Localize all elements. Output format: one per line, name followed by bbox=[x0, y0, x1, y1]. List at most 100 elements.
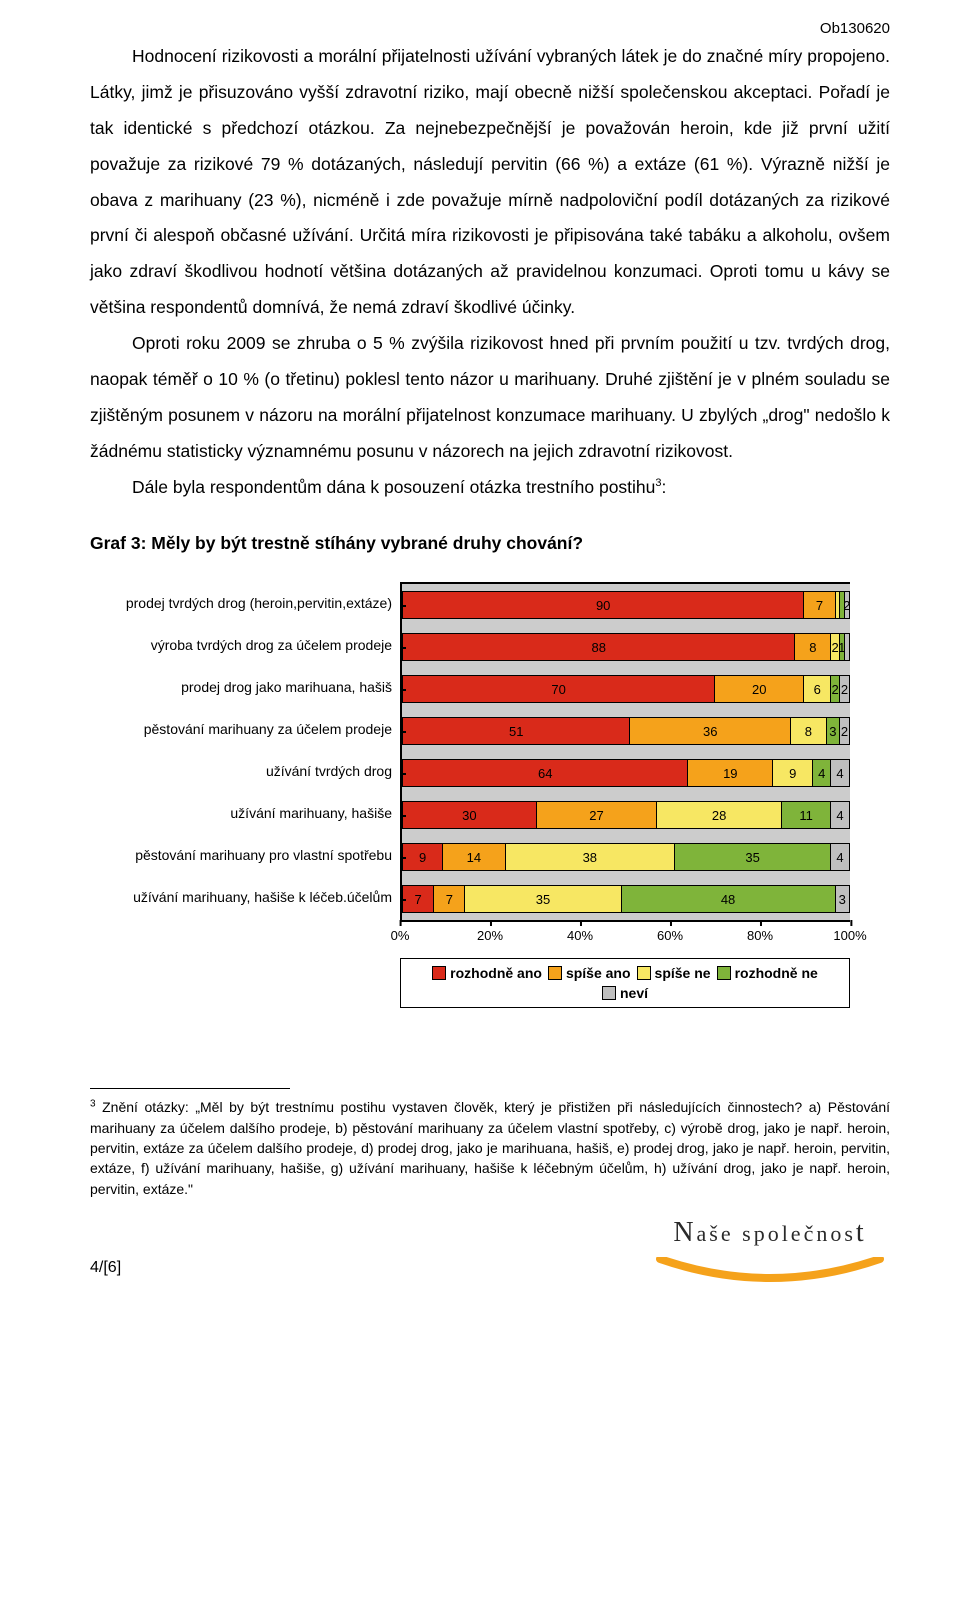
chart-segment bbox=[845, 634, 849, 660]
legend-label: neví bbox=[620, 985, 648, 1001]
chart-segment: 11 bbox=[782, 802, 831, 828]
chart-segment: 36 bbox=[630, 718, 791, 744]
chart-segment: 28 bbox=[657, 802, 782, 828]
chart-segment: 20 bbox=[715, 676, 804, 702]
chart-segment: 8 bbox=[795, 634, 831, 660]
chart-x-axis: 0%20%40%60%80%100% bbox=[400, 922, 850, 948]
chart-bar: 7020622 bbox=[402, 675, 850, 703]
chart-category-label: prodej drog jako marihuana, hašiš bbox=[90, 666, 392, 708]
chart-segment: 64 bbox=[403, 760, 688, 786]
chart-title: Graf 3: Měly by být trestně stíhány vybr… bbox=[90, 533, 890, 554]
document-id: Ob130620 bbox=[90, 20, 890, 37]
chart-x-tick: 100% bbox=[833, 928, 866, 943]
paragraph-1: Hodnocení rizikovosti a morální přijatel… bbox=[90, 39, 890, 326]
chart-segment: 30 bbox=[403, 802, 537, 828]
chart-segment: 2 bbox=[845, 592, 849, 618]
chart-segment: 9 bbox=[773, 760, 813, 786]
chart-bar: 91438354 bbox=[402, 843, 850, 871]
chart-legend: rozhodně ano spíše ano spíše ne rozhodně ne… bbox=[400, 958, 850, 1008]
chart-x-tick: 0% bbox=[391, 928, 410, 943]
legend-swatch bbox=[602, 986, 616, 1000]
chart-bar: 7735483 bbox=[402, 885, 850, 913]
page-footer: 4/[6] Naše společnost bbox=[90, 1217, 890, 1277]
chart-segment: 7 bbox=[434, 886, 465, 912]
chart-bar: 5136832 bbox=[402, 717, 850, 745]
chart-segment: 3 bbox=[827, 718, 840, 744]
chart-bar-row: 5136832 bbox=[402, 710, 850, 752]
legend-swatch bbox=[432, 966, 446, 980]
footnote-separator bbox=[90, 1088, 290, 1089]
chart-x-tick: 80% bbox=[747, 928, 773, 943]
legend-item: rozhodně ne bbox=[717, 965, 818, 981]
chart-segment: 4 bbox=[831, 760, 849, 786]
chart-segment: 4 bbox=[831, 802, 849, 828]
chart-segment: 2 bbox=[840, 718, 849, 744]
chart-y-labels: prodej tvrdých drog (heroin,pervitin,ext… bbox=[90, 582, 400, 922]
chart-segment: 6 bbox=[804, 676, 831, 702]
legend-label: spíše ne bbox=[655, 965, 711, 981]
chart-bar-row: 7020622 bbox=[402, 668, 850, 710]
chart-category-label: užívání tvrdých drog bbox=[90, 750, 392, 792]
footnote-body: Znění otázky: „Měl by být trestnímu post… bbox=[90, 1099, 890, 1196]
chart-segment: 2 bbox=[831, 676, 840, 702]
legend-item: neví bbox=[602, 985, 648, 1001]
chart-segment: 51 bbox=[403, 718, 630, 744]
chart-segment: 35 bbox=[675, 844, 831, 870]
chart-bar: 9072 bbox=[402, 591, 850, 619]
chart-segment: 8 bbox=[791, 718, 827, 744]
chart-segment: 70 bbox=[403, 676, 715, 702]
legend-label: spíše ano bbox=[566, 965, 631, 981]
chart-segment: 2 bbox=[840, 676, 849, 702]
chart-segment: 2 bbox=[831, 634, 840, 660]
chart-bar: 88821 bbox=[402, 633, 850, 661]
chart-bar-row: 9072 bbox=[402, 584, 850, 626]
chart-category-label: užívání marihuany, hašiše k léčeb.účelům bbox=[90, 876, 392, 918]
logo-text: Naše společnost bbox=[650, 1217, 890, 1249]
page-number: 4/[6] bbox=[90, 1259, 121, 1277]
legend-label: rozhodně ne bbox=[735, 965, 818, 981]
chart-category-label: pěstování marihuany za účelem prodeje bbox=[90, 708, 392, 750]
paragraph-2: Oproti roku 2009 se zhruba o 5 % zvýšila… bbox=[90, 326, 890, 470]
chart-segment: 48 bbox=[622, 886, 836, 912]
legend-label: rozhodně ano bbox=[450, 965, 542, 981]
logo-arc-icon bbox=[650, 1257, 890, 1285]
paragraph-3: Dále byla respondentům dána k posouzení … bbox=[90, 470, 890, 506]
logo-cap-n: N bbox=[673, 1217, 696, 1248]
chart-bar: 302728114 bbox=[402, 801, 850, 829]
chart-x-tick: 60% bbox=[657, 928, 683, 943]
legend-swatch bbox=[548, 966, 562, 980]
chart-bar-row: 88821 bbox=[402, 626, 850, 668]
legend-item: spíše ano bbox=[548, 965, 631, 981]
footnote-text: 3 Znění otázky: „Měl by být trestnímu po… bbox=[90, 1097, 890, 1198]
chart-segment: 4 bbox=[831, 844, 849, 870]
chart-segment: 9 bbox=[403, 844, 443, 870]
chart-segment: 88 bbox=[403, 634, 795, 660]
chart-segment: 27 bbox=[537, 802, 657, 828]
chart: prodej tvrdých drog (heroin,pervitin,ext… bbox=[90, 582, 890, 922]
chart-bar-row: 91438354 bbox=[402, 836, 850, 878]
chart-segment: 7 bbox=[804, 592, 835, 618]
legend-item: spíše ne bbox=[637, 965, 711, 981]
chart-plot-area: 9072888217020622513683264199443027281149… bbox=[400, 582, 850, 922]
chart-category-label: výroba tvrdých drog za účelem prodeje bbox=[90, 624, 392, 666]
chart-bar-row: 302728114 bbox=[402, 794, 850, 836]
p3-post: : bbox=[662, 477, 667, 497]
chart-segment: 38 bbox=[506, 844, 675, 870]
logo: Naše společnost bbox=[650, 1217, 890, 1277]
chart-x-tick: 20% bbox=[477, 928, 503, 943]
chart-bar-row: 7735483 bbox=[402, 878, 850, 920]
chart-bar-row: 6419944 bbox=[402, 752, 850, 794]
chart-x-tick: 40% bbox=[567, 928, 593, 943]
logo-cap-t: t bbox=[856, 1217, 867, 1248]
chart-category-label: pěstování marihuany pro vlastní spotřebu bbox=[90, 834, 392, 876]
legend-item: rozhodně ano bbox=[432, 965, 542, 981]
p3-pre: Dále byla respondentům dána k posouzení … bbox=[132, 477, 655, 497]
legend-swatch bbox=[637, 966, 651, 980]
chart-segment: 90 bbox=[403, 592, 804, 618]
chart-segment: 14 bbox=[443, 844, 505, 870]
legend-swatch bbox=[717, 966, 731, 980]
chart-bar: 6419944 bbox=[402, 759, 850, 787]
chart-category-label: užívání marihuany, hašiše bbox=[90, 792, 392, 834]
chart-segment: 4 bbox=[813, 760, 831, 786]
chart-category-label: prodej tvrdých drog (heroin,pervitin,ext… bbox=[90, 582, 392, 624]
